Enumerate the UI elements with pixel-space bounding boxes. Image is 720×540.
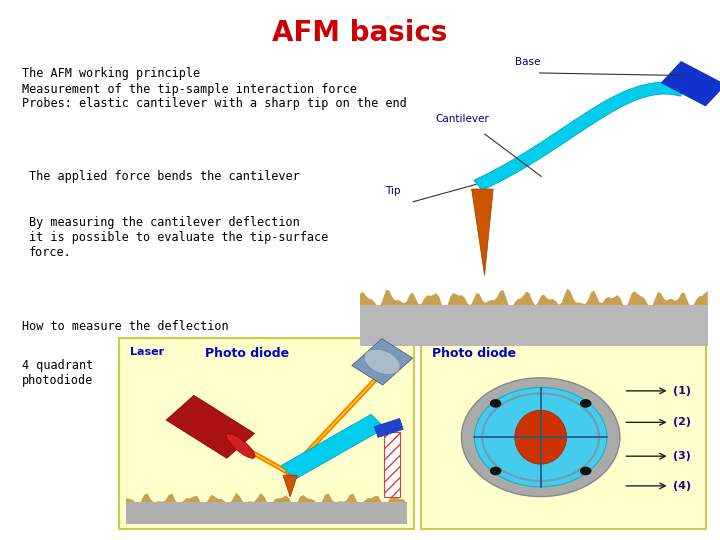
Polygon shape xyxy=(360,288,708,309)
Circle shape xyxy=(580,467,591,475)
Text: Photo diode: Photo diode xyxy=(205,347,289,360)
Polygon shape xyxy=(126,493,407,513)
Circle shape xyxy=(482,394,599,481)
Text: AFM basics: AFM basics xyxy=(272,19,448,47)
Bar xyxy=(384,432,400,497)
Text: The AFM working principle
Measurement of the tip-sample interaction force
Probes: The AFM working principle Measurement of… xyxy=(22,68,406,111)
Text: How to measure the deflection: How to measure the deflection xyxy=(22,320,228,333)
Polygon shape xyxy=(474,82,685,190)
Text: By measuring the cantilever deflection
it is possible to evaluate the tip-surfac: By measuring the cantilever deflection i… xyxy=(29,216,328,259)
Text: (4): (4) xyxy=(673,481,691,491)
Text: Photo diode: Photo diode xyxy=(432,347,516,360)
Circle shape xyxy=(580,399,591,408)
Text: (3): (3) xyxy=(673,451,691,461)
Circle shape xyxy=(490,467,501,475)
Polygon shape xyxy=(283,475,297,497)
Polygon shape xyxy=(662,62,720,106)
Ellipse shape xyxy=(226,434,255,458)
Circle shape xyxy=(474,388,607,487)
Text: Cantilever: Cantilever xyxy=(436,113,490,124)
Text: (2): (2) xyxy=(673,417,691,427)
Text: Base: Base xyxy=(515,57,540,67)
Ellipse shape xyxy=(364,349,400,374)
Circle shape xyxy=(490,399,501,408)
Text: 4 quadrant
photodiode: 4 quadrant photodiode xyxy=(22,359,93,387)
Polygon shape xyxy=(352,339,413,385)
Ellipse shape xyxy=(515,410,567,464)
Text: (1): (1) xyxy=(673,386,691,396)
Polygon shape xyxy=(281,414,385,480)
Polygon shape xyxy=(374,418,403,437)
Text: The applied force bends the cantilever: The applied force bends the cantilever xyxy=(29,170,300,183)
Text: Tip: Tip xyxy=(385,186,401,197)
Bar xyxy=(356,38,711,348)
Bar xyxy=(360,305,708,346)
Bar xyxy=(119,338,414,529)
Bar xyxy=(126,502,407,524)
Text: Laser: Laser xyxy=(130,347,163,357)
Bar xyxy=(421,338,706,529)
Polygon shape xyxy=(166,395,255,458)
Polygon shape xyxy=(679,84,701,93)
Circle shape xyxy=(462,378,620,497)
Polygon shape xyxy=(472,189,493,275)
